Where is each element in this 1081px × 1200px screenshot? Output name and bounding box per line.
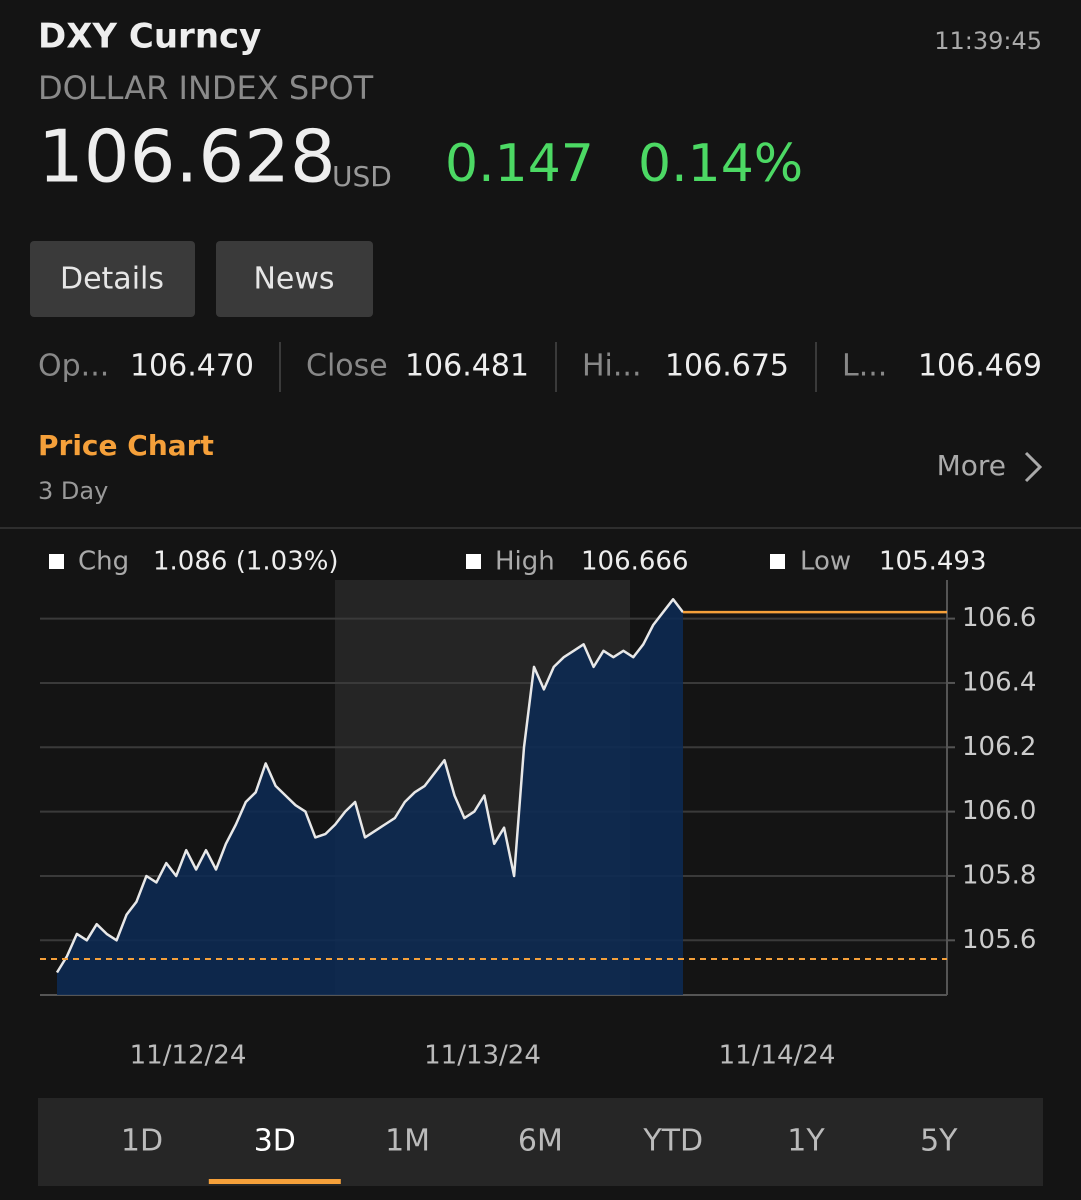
x-tick-label: 11/13/24 xyxy=(424,1041,541,1071)
legend-swatch xyxy=(49,554,64,569)
area-fill xyxy=(57,599,683,995)
range-underline xyxy=(208,1179,341,1184)
y-tick-label: 106.0 xyxy=(962,796,1036,826)
stat-label: Hi... xyxy=(582,349,642,384)
stat-value: 106.469 xyxy=(918,349,1042,384)
range-tab[interactable]: 1Y xyxy=(787,1124,825,1159)
x-tick-label: 11/12/24 xyxy=(130,1041,247,1071)
range-tab[interactable]: 3D xyxy=(254,1124,296,1159)
chart: Chg 1.086 (1.03%) High 106.666 Low 105.493 105… xyxy=(40,547,1036,1071)
legend-label: Chg xyxy=(78,547,129,577)
more-link[interactable]: More xyxy=(937,449,1006,482)
stat-label: Close xyxy=(306,349,388,384)
legend-label: Low xyxy=(800,547,851,577)
news-label[interactable]: News xyxy=(253,262,334,297)
legend-swatch xyxy=(770,554,785,569)
y-tick-label: 106.6 xyxy=(962,603,1036,633)
symbol: DXY Curncy xyxy=(38,17,261,57)
legend-swatch xyxy=(466,554,481,569)
range-tab[interactable]: 1M xyxy=(385,1124,430,1159)
change-percent: 0.14% xyxy=(638,134,803,194)
currency: USD xyxy=(332,160,392,193)
legend-label: High xyxy=(495,547,555,577)
range-bar xyxy=(38,1098,1043,1186)
stat-value: 106.481 xyxy=(405,349,529,384)
legend-value: 106.666 xyxy=(581,547,689,577)
time: 11:39:45 xyxy=(934,27,1042,55)
section-subtitle: 3 Day xyxy=(38,477,108,505)
details-button[interactable] xyxy=(30,241,195,317)
legend-value: 105.493 xyxy=(879,547,987,577)
range-tabs: 1D 3D 1M 6M YTD 1Y 5Y xyxy=(121,1124,958,1184)
stat-label: L... xyxy=(842,349,887,384)
price-line xyxy=(55,598,684,974)
news-button[interactable] xyxy=(216,241,373,317)
stat-label: Op... xyxy=(38,349,109,384)
legend-value: 1.086 (1.03%) xyxy=(153,547,339,577)
y-tick-label: 106.2 xyxy=(962,732,1036,762)
range-tab[interactable]: 6M xyxy=(518,1124,563,1159)
price: 106.628 xyxy=(38,115,336,199)
range-tab[interactable]: YTD xyxy=(642,1124,703,1159)
stat-value: 106.470 xyxy=(130,349,254,384)
range-tab[interactable]: 5Y xyxy=(920,1124,958,1159)
change: 0.147 xyxy=(445,134,594,194)
y-tick-label: 106.4 xyxy=(962,667,1036,697)
details-label[interactable]: Details xyxy=(60,262,164,297)
range-tab[interactable]: 1D xyxy=(121,1124,163,1159)
y-tick-label: 105.6 xyxy=(962,925,1036,955)
stat-value: 106.675 xyxy=(665,349,789,384)
chevron[interactable] xyxy=(1024,451,1043,483)
security-name: DOLLAR INDEX SPOT xyxy=(38,69,374,107)
y-tick-label: 105.8 xyxy=(962,860,1036,890)
section-title: Price Chart xyxy=(38,429,214,462)
x-tick-label: 11/14/24 xyxy=(719,1041,836,1071)
